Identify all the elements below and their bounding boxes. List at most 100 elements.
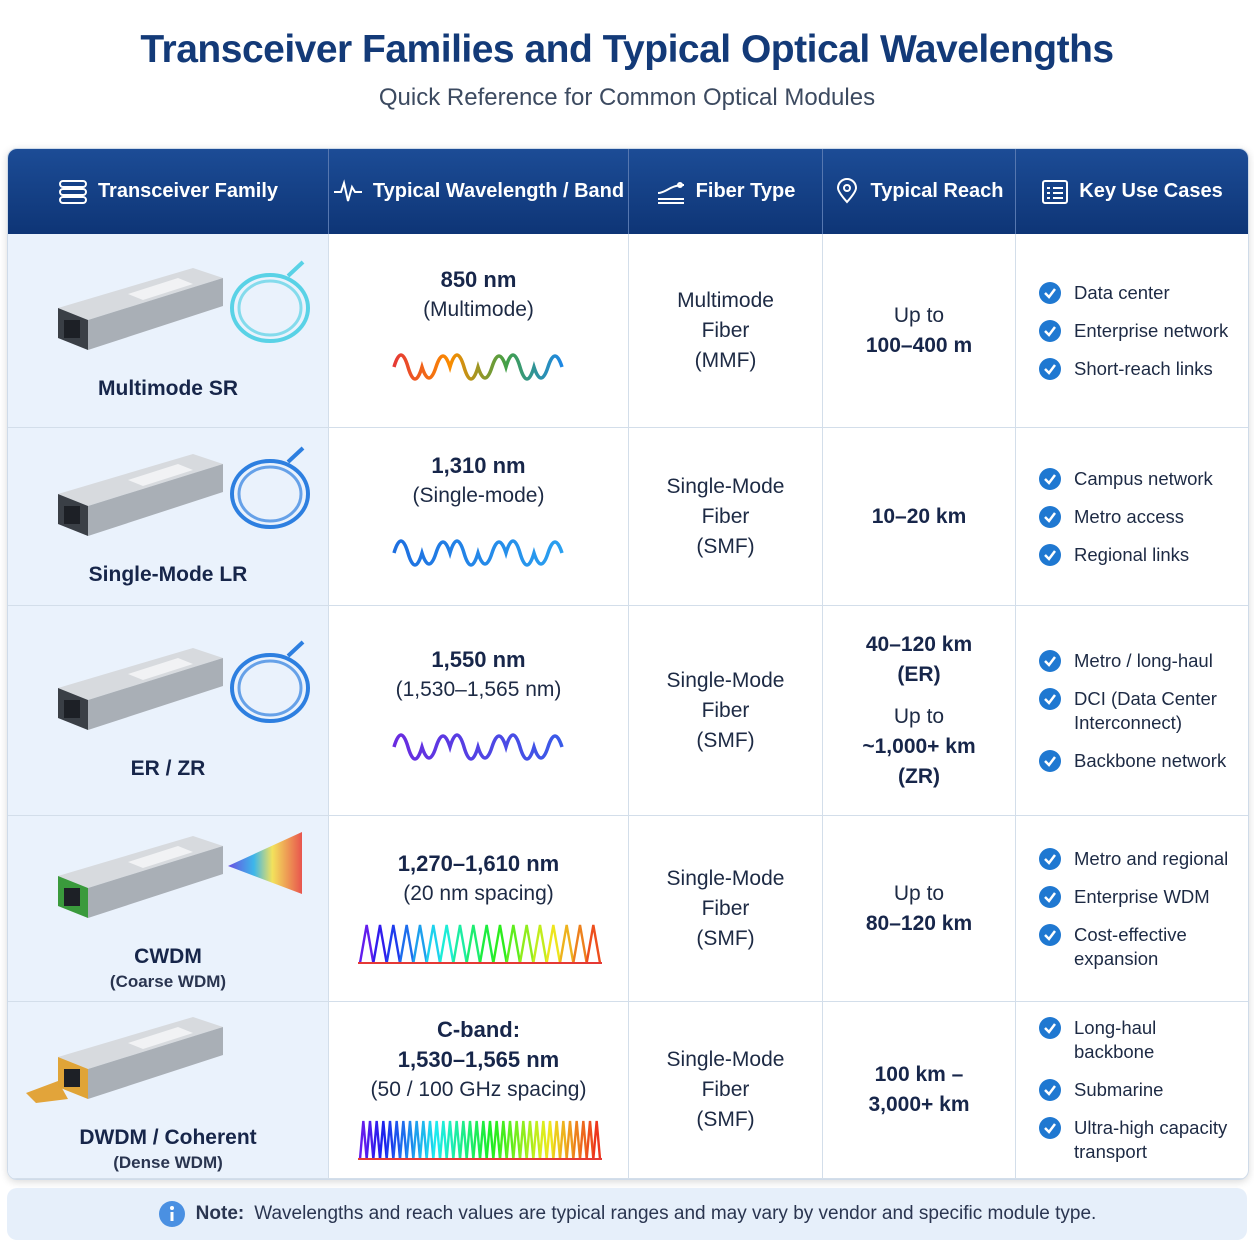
use-case: Ultra-high capacity transport — [1038, 1116, 1239, 1164]
use-case-text: Submarine — [1074, 1079, 1164, 1100]
reach-group: 100 km – 3,000+ km — [859, 1060, 979, 1120]
family-name: Multimode SR — [98, 376, 238, 400]
check-icon — [1039, 923, 1061, 946]
column-header: Typical Wavelength / Band — [329, 149, 629, 234]
column-header-text: Typical Reach — [870, 180, 1004, 202]
check-icon — [1039, 687, 1061, 710]
fiber-type: Fiber — [701, 318, 750, 342]
spectrum-illustration — [357, 924, 602, 964]
use-case: Regional links — [1038, 543, 1189, 567]
use-case: Submarine — [1038, 1078, 1163, 1102]
wavelength-label: C-band: — [436, 1017, 521, 1042]
table: Transceiver Family Typical Wavelength / … — [7, 148, 1249, 1180]
table-cell: 40–120 km (ER) Up to ~1,000+ km (ZR) — [823, 606, 1016, 816]
check-icon — [1039, 649, 1061, 672]
use-case-text: Campus network — [1074, 467, 1213, 489]
family-name: Single-Mode LR — [88, 562, 248, 586]
use-case-text: Ultra-high capacity transport — [1074, 1117, 1228, 1162]
fiber-type: Single-Mode — [666, 866, 785, 890]
note-text: Wavelengths and reach values are typical… — [254, 1203, 1097, 1224]
table-cell: Metro / long-haul DCI (Data Center Interc… — [1016, 606, 1248, 816]
family-name: ER / ZR — [130, 756, 206, 780]
title: Transceiver Families and Typical Optical… — [140, 28, 1114, 71]
reach-value: ~1,000+ km — [862, 734, 976, 758]
table-cell: C-band: 1,530–1,565 nm (50 / 100 GHz spaci… — [329, 1002, 629, 1179]
check-icon — [1039, 1017, 1061, 1039]
use-case-text: Metro and regional — [1074, 847, 1229, 869]
reach-value: 10–20 km — [871, 504, 967, 528]
check-icon — [1039, 319, 1061, 342]
subtitle: Quick Reference for Common Optical Modul… — [378, 84, 876, 111]
family-subtitle: (Dense WDM) — [113, 1153, 223, 1172]
check-icon — [1039, 749, 1061, 772]
fiber-type: Fiber — [701, 896, 750, 920]
wave-illustration — [391, 538, 564, 567]
table-cell: Multimode SR — [8, 234, 329, 428]
fiber-type: (SMF) — [696, 926, 755, 950]
table-cell: Campus network Metro access Regional links — [1016, 428, 1248, 606]
reach-value: 80–120 km — [865, 911, 973, 935]
wavelength-detail: (1,530–1,565 nm) — [395, 677, 562, 701]
wavelength-band: 1,550 nm — [431, 646, 526, 672]
module-illustration — [26, 1017, 223, 1103]
info-icon — [158, 1201, 185, 1227]
reach-note: (ER) — [897, 662, 941, 686]
wavelength-detail: (20 nm spacing) — [403, 881, 554, 905]
module-illustration — [58, 446, 310, 536]
use-case: Metro access — [1038, 505, 1184, 529]
check-icon — [1039, 885, 1061, 908]
use-case: Short-reach links — [1038, 357, 1213, 381]
use-case: DCI (Data Center Interconnect) — [1038, 687, 1239, 735]
table-cell: Up to 80–120 km — [823, 816, 1016, 1002]
use-case: Campus network — [1038, 467, 1213, 491]
table-cell: Single-Mode Fiber (SMF) — [629, 428, 823, 606]
fiber-type: Single-Mode — [666, 668, 785, 692]
reach-group: 40–120 km (ER) — [866, 630, 972, 690]
module-illustration — [58, 831, 302, 918]
fiber-type: Fiber — [701, 698, 750, 722]
table-cell: 850 nm (Multimode) — [329, 234, 629, 428]
table-cell: 10–20 km — [823, 428, 1016, 606]
family-subtitle: (Coarse WDM) — [109, 971, 227, 991]
fiber-type: (MMF) — [694, 348, 757, 372]
table-cell: Multimode Fiber (MMF) — [629, 234, 823, 428]
icon — [837, 177, 858, 204]
reach-note: (ZR) — [898, 764, 940, 788]
table-cell: Single-Mode Fiber (SMF) — [629, 606, 823, 816]
icon — [58, 179, 87, 204]
module-illustration — [58, 260, 310, 350]
table-cell: DWDM / Coherent (Dense WDM) — [8, 1002, 329, 1179]
use-case-text: Backbone network — [1074, 749, 1227, 771]
table-cell: Metro and regional Enterprise WDM Cost-eff… — [1016, 816, 1248, 1002]
icon — [1042, 179, 1069, 204]
fiber-type: Single-Mode — [666, 474, 785, 498]
fiber-type: (SMF) — [696, 534, 755, 558]
column-header-text: Typical Wavelength / Band — [372, 180, 625, 202]
reach-group: Up to 80–120 km — [866, 879, 972, 939]
column-header-text: Transceiver Family — [97, 180, 279, 202]
wave-illustration — [391, 732, 564, 761]
check-icon — [1039, 357, 1061, 380]
use-case-text: Cost-effective expansion — [1074, 923, 1187, 969]
use-case-text: Short-reach links — [1074, 357, 1213, 379]
use-case-text: Enterprise network — [1074, 319, 1229, 341]
spectrum-illustration — [357, 1120, 602, 1160]
use-case: Enterprise network — [1038, 319, 1228, 343]
fiber-type: Multimode — [677, 288, 774, 312]
wavelength-detail: (50 / 100 GHz spacing) — [370, 1078, 587, 1101]
wavelength-band: 850 nm — [440, 266, 517, 292]
table-cell: Long-haul backbone Submarine Ultra-high ca… — [1016, 1002, 1248, 1179]
fiber-type: Single-Mode — [666, 1048, 785, 1071]
fiber-type: (SMF) — [696, 728, 755, 752]
module-illustration — [58, 640, 310, 730]
use-case-text: Metro access — [1074, 505, 1185, 527]
check-icon — [1039, 505, 1061, 528]
reach-prefix: Up to — [893, 704, 945, 728]
use-case-text: Data center — [1074, 281, 1170, 303]
use-case: Enterprise WDM — [1038, 885, 1210, 909]
icon — [657, 181, 684, 204]
table-cell: 1,550 nm (1,530–1,565 nm) — [329, 606, 629, 816]
use-case-text: DCI (Data Center Interconnect) — [1074, 687, 1217, 733]
fiber-type: Fiber — [701, 1078, 750, 1101]
table-cell: 1,310 nm (Single-mode) — [329, 428, 629, 606]
